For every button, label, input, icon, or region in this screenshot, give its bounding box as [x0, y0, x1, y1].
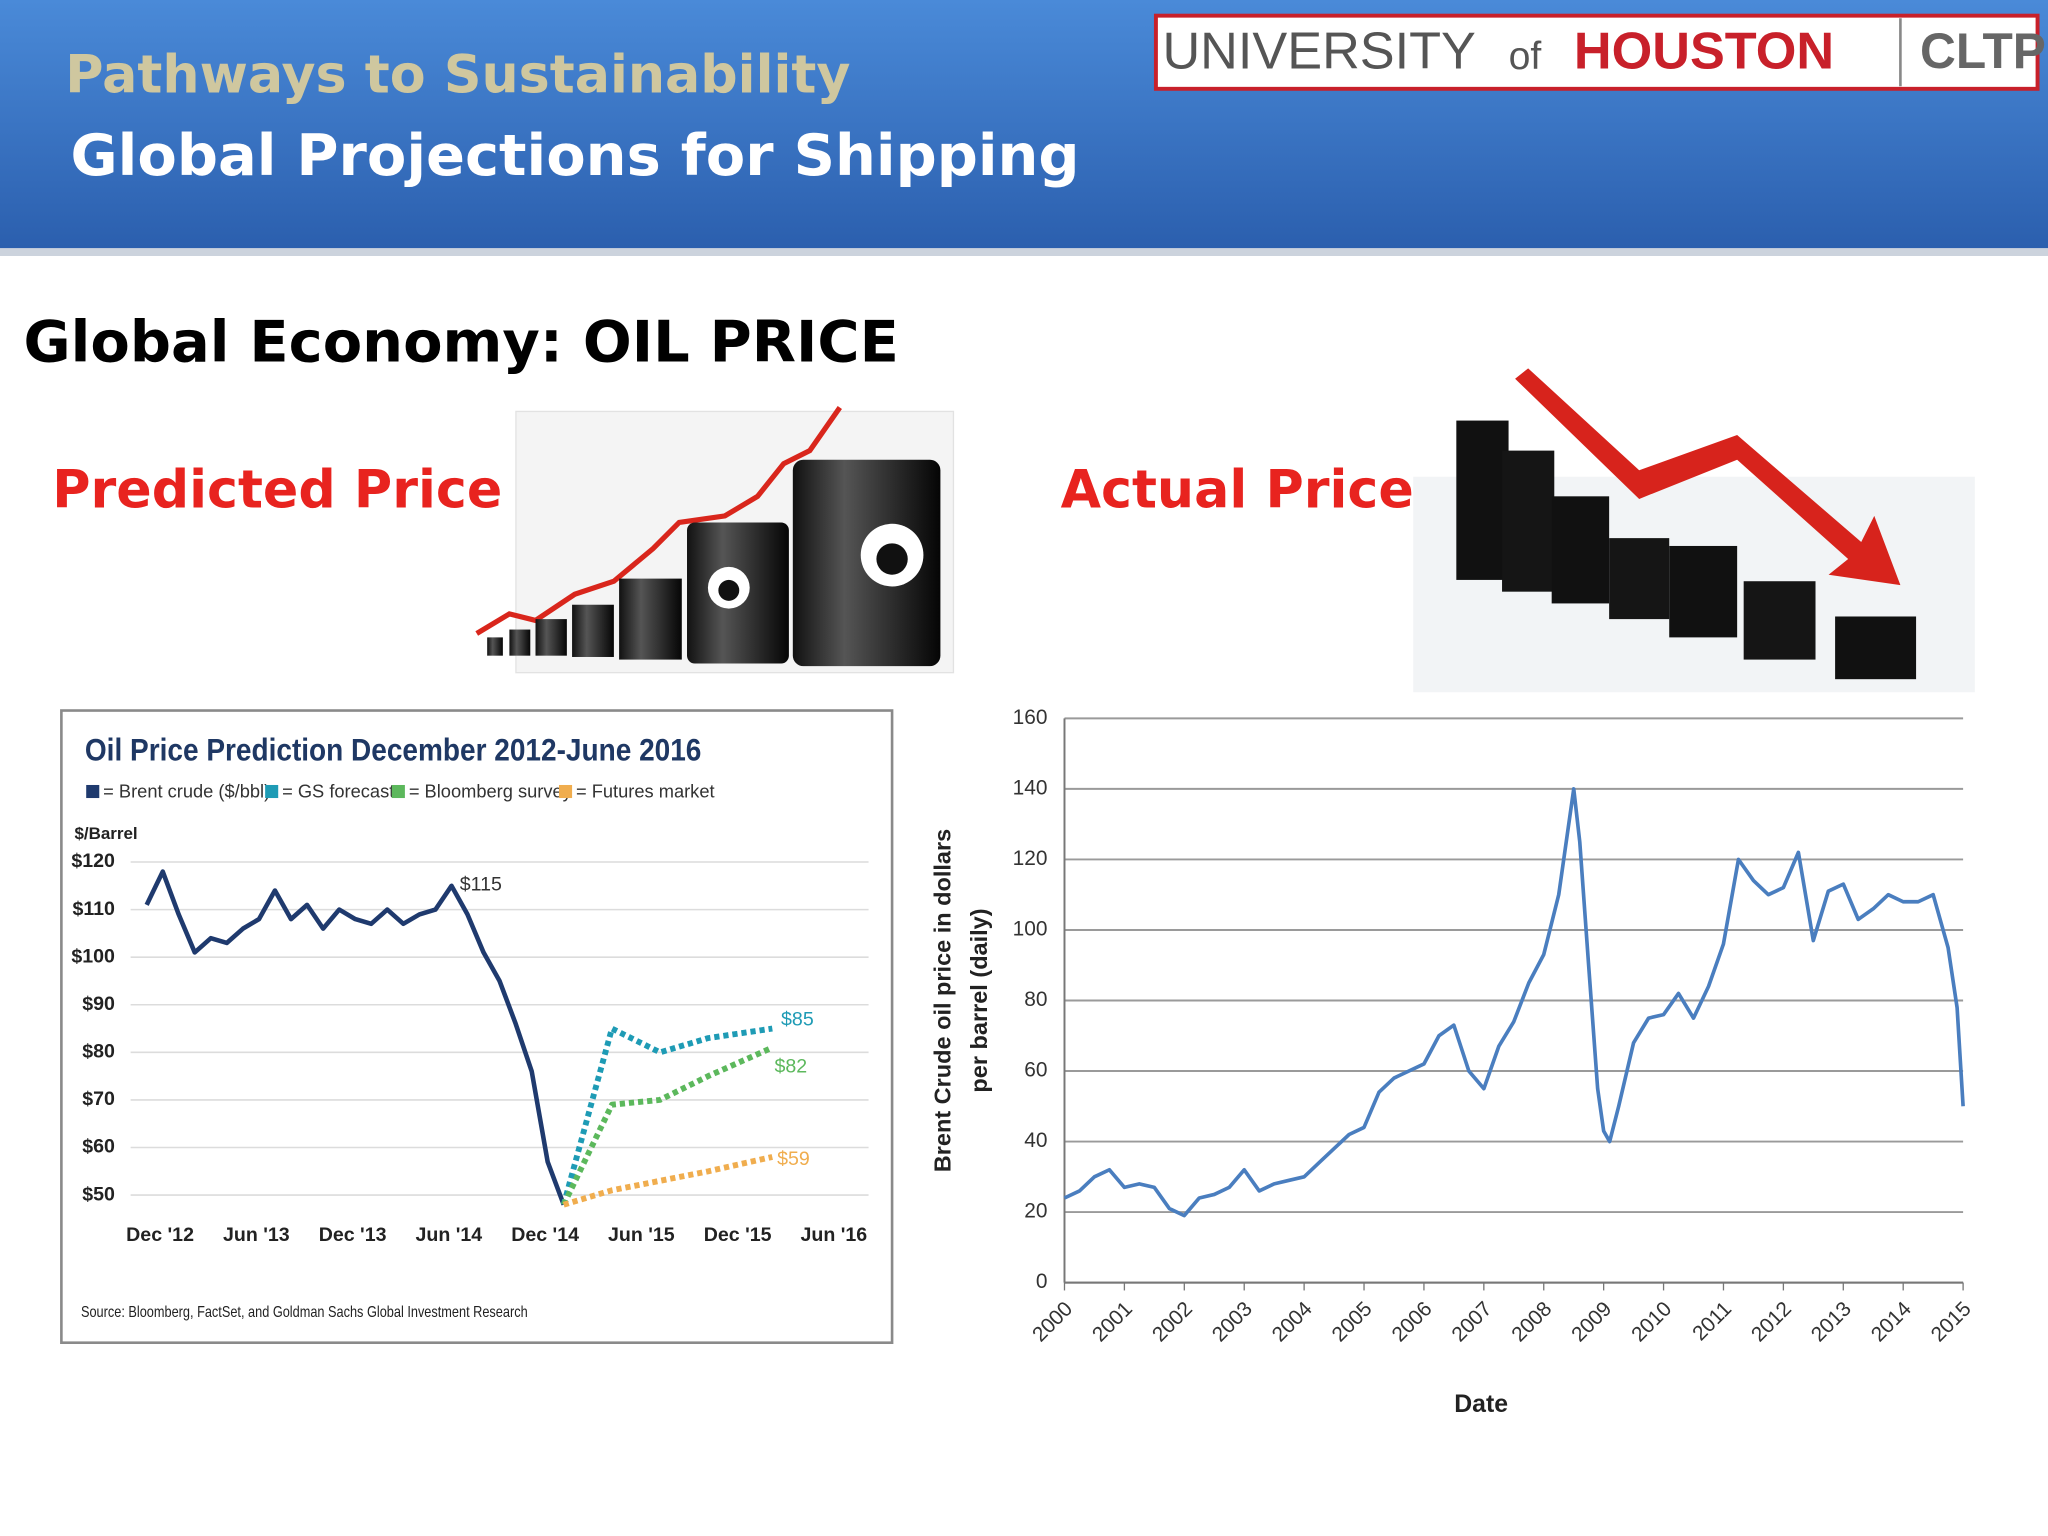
x-tick-label: 2013 — [1807, 1297, 1856, 1346]
x-tick-label: Jun '13 — [223, 1224, 290, 1246]
logo-of: of — [1509, 35, 1542, 78]
legend-swatch — [265, 784, 279, 799]
y-tick-label: $110 — [72, 898, 115, 920]
logo-box — [1153, 13, 2040, 91]
legend-label: = Bloomberg survey — [409, 781, 573, 802]
series-line — [560, 1025, 773, 1206]
series-line — [1063, 787, 1965, 1218]
x-tick-label: Dec '15 — [704, 1224, 772, 1246]
x-tick-label: 2010 — [1627, 1297, 1676, 1346]
header-title: Pathways to Sustainability — [65, 45, 850, 105]
x-tick-label: Dec '14 — [511, 1224, 579, 1246]
y-tick-label: 40 — [1024, 1129, 1047, 1152]
series-line — [144, 869, 566, 1206]
y-tick-label: 0 — [1036, 1270, 1048, 1293]
x-tick-label: 2011 — [1688, 1297, 1736, 1345]
x-tick-label: 2009 — [1567, 1297, 1616, 1346]
legend-swatch — [559, 784, 573, 799]
annotation: $85 — [781, 1008, 814, 1030]
decline-illustration — [1413, 368, 1975, 693]
barrel-illustration — [475, 406, 955, 674]
x-tick-label: Jun '14 — [416, 1224, 483, 1246]
chart-frame — [60, 709, 894, 1344]
y-tick-label: $100 — [71, 945, 115, 967]
legend-swatch — [391, 784, 405, 799]
y-tick-label: 140 — [1013, 776, 1048, 799]
x-tick-label: 2001 — [1088, 1297, 1137, 1346]
logo-unit: CLTP — [1920, 23, 2046, 79]
x-tick-label: 2000 — [1028, 1297, 1077, 1346]
y-tick-label: $80 — [82, 1041, 115, 1063]
x-tick-label: Dec '12 — [126, 1224, 194, 1246]
y-tick-label: $70 — [82, 1088, 115, 1110]
y-tick-label: 60 — [1024, 1059, 1047, 1082]
y-tick-label: 160 — [1013, 706, 1048, 729]
y-axis-label: Brent Crude oil price in dollars — [930, 829, 956, 1172]
x-tick-label: 2007 — [1447, 1297, 1496, 1346]
x-tick-label: 2006 — [1387, 1297, 1436, 1346]
source-note: Source: Bloomberg, FactSet, and Goldman … — [81, 1304, 528, 1321]
x-tick-label: Dec '13 — [319, 1224, 387, 1246]
x-tick-label: 2003 — [1208, 1297, 1257, 1346]
x-tick-label: 2012 — [1747, 1297, 1796, 1346]
logo-university: UNIVERSITY — [1162, 23, 1475, 81]
heading: Global Economy: OIL PRICE — [24, 309, 899, 376]
x-tick-label: 2014 — [1867, 1297, 1916, 1346]
x-tick-label: Jun '15 — [608, 1224, 675, 1246]
y-tick-label: $90 — [82, 993, 115, 1015]
y-tick-label: $50 — [82, 1183, 115, 1205]
y-tick-label: $120 — [71, 850, 115, 872]
logo-houston: HOUSTON — [1574, 23, 1834, 81]
y-tick-label: 80 — [1024, 988, 1047, 1011]
x-tick-label: 2008 — [1507, 1297, 1556, 1346]
annotation: $115 — [460, 874, 502, 896]
y-tick-label: 20 — [1024, 1200, 1047, 1223]
header-shadow — [0, 248, 2048, 256]
legend-label: = Futures market — [576, 781, 715, 802]
prediction-chart: $50 $60 $70 $80 $90 $100 $110 $120 Dec '12 Jun '1… — [71, 733, 869, 1321]
y-tick-label: 100 — [1013, 917, 1048, 940]
legend-label: = Brent crude ($/bbl) — [103, 781, 270, 802]
x-tick-label: 2005 — [1328, 1297, 1377, 1346]
right-label: Actual Price — [1061, 461, 1414, 521]
x-tick-label: Jun '16 — [801, 1224, 868, 1246]
x-axis-label: Date — [1454, 1391, 1508, 1418]
left-label: Predicted Price — [52, 461, 502, 521]
x-tick-label: 2015 — [1927, 1297, 1976, 1346]
legend-label: = GS forecast — [282, 781, 394, 802]
legend-swatch — [86, 784, 100, 799]
series-line — [561, 1044, 774, 1206]
annotation: $59 — [777, 1148, 810, 1170]
x-tick-label: 2002 — [1148, 1297, 1197, 1346]
chart-title: Oil Price Prediction December 2012-June … — [85, 733, 701, 768]
y-tick-label: 120 — [1013, 847, 1048, 870]
y-axis-label: $/Barrel — [74, 824, 137, 843]
y-tick-label: $60 — [82, 1136, 115, 1158]
annotation: $82 — [775, 1055, 808, 1077]
x-tick-label: 2004 — [1268, 1297, 1317, 1346]
header-subtitle: Global Projections for Shipping — [71, 122, 1080, 189]
y-axis-label: per barrel (daily) — [966, 908, 992, 1092]
